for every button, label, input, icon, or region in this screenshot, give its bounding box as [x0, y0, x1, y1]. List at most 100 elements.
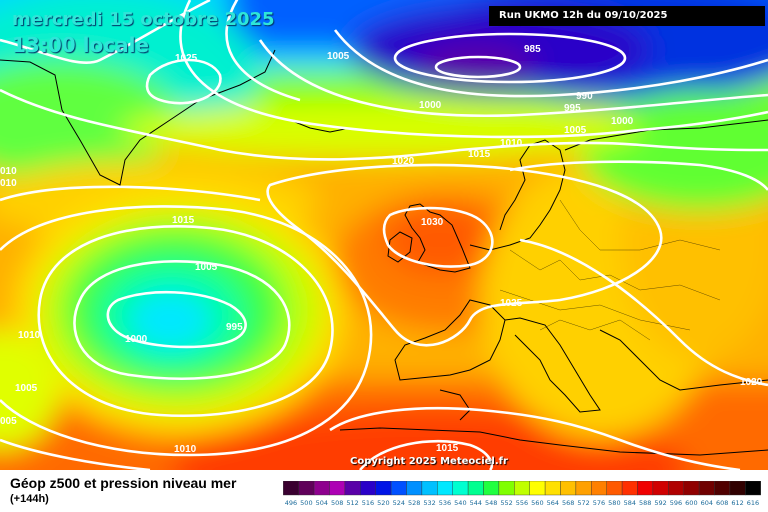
isobar-1025-europe: 1025 — [500, 298, 523, 309]
legend-swatch — [360, 481, 376, 496]
legend-tick-label: 588 — [639, 499, 651, 507]
legend-swatch — [298, 481, 315, 496]
legend-tick-label: 532 — [423, 499, 435, 507]
legend-tick-label: 576 — [593, 499, 605, 507]
legend-tick-label: 604 — [701, 499, 713, 507]
legend-tick-label: 612 — [731, 499, 743, 507]
legend-swatch — [421, 481, 438, 496]
isobar-1030-high: 1030 — [421, 217, 444, 228]
isobar-1010-west-b: 010 — [0, 178, 17, 189]
isobar-1005-atlantic: 1005 — [195, 262, 218, 273]
legend-swatch — [390, 481, 407, 496]
legend-tick-label: 592 — [654, 499, 666, 507]
isobar-1010-south: 1010 — [174, 444, 197, 455]
legend-swatch — [329, 481, 346, 496]
legend-swatch — [437, 481, 453, 496]
legend-tick-label: 496 — [285, 499, 297, 507]
model-run-label: Run UKMO 12h du 09/10/2025 — [489, 6, 765, 26]
isobar-1020-east: 1020 — [740, 377, 763, 388]
legend-tick-label: 548 — [485, 499, 497, 507]
weather-map: 1025 1005 985 990 995 1000 1000 1005 101… — [0, 0, 768, 470]
legend-swatch — [544, 481, 561, 496]
legend-tick-label: 536 — [439, 499, 451, 507]
legend-swatch — [637, 481, 654, 496]
isobar-1005-north: 1005 — [327, 51, 350, 62]
legend-swatch — [483, 481, 500, 496]
isobar-990: 990 — [576, 91, 593, 102]
isobar-1015-atlantic: 1015 — [172, 215, 195, 226]
legend-tick-label: 596 — [670, 499, 682, 507]
isobar-1005-west: 1005 — [15, 383, 38, 394]
legend-swatch — [745, 481, 761, 496]
legend-tick-label: 540 — [454, 499, 466, 507]
isobar-1015-north: 1015 — [468, 149, 491, 160]
isobar-1025-greenland: 1025 — [175, 53, 198, 64]
legend-swatch — [452, 481, 469, 496]
legend-tick-label: 564 — [547, 499, 559, 507]
isobar-1005-edge: 005 — [0, 416, 17, 427]
color-scale-legend: 496 500 504 508 512 516 520 524 528 532 536 540 544 5… — [283, 481, 761, 507]
isobars — [0, 0, 768, 470]
legend-tick-label: 556 — [516, 499, 528, 507]
isobar-995-north: 995 — [564, 103, 581, 114]
legend-swatch — [621, 481, 638, 496]
legend-swatch — [683, 481, 700, 496]
isobar-1020-north: 1020 — [392, 156, 415, 167]
legend-swatch — [529, 481, 546, 496]
isobar-1000-norway: 1000 — [611, 116, 634, 127]
legend-tick-label: 560 — [531, 499, 543, 507]
legend-tick-label: 544 — [470, 499, 482, 507]
legend-swatch — [668, 481, 684, 496]
legend-tick-label: 584 — [624, 499, 636, 507]
legend-swatch — [406, 481, 423, 496]
legend-tick-label: 520 — [377, 499, 389, 507]
map-canvas: 1025 1005 985 990 995 1000 1000 1005 101… — [0, 0, 768, 470]
map-product-title: Géop z500 et pression niveau mer — [10, 475, 237, 491]
forecast-date: mercredi 15 octobre 2025 — [12, 9, 275, 30]
legend-swatch — [313, 481, 330, 496]
legend-swatch — [652, 481, 669, 496]
legend-tick-label: 504 — [316, 499, 328, 507]
legend-swatch — [560, 481, 577, 496]
isobar-1015-south: 1015 — [436, 443, 459, 454]
legend-tick-label: 572 — [577, 499, 589, 507]
forecast-lead-time: (+144h) — [10, 493, 49, 505]
copyright-text: Copyright 2025 Meteociel.fr — [350, 456, 508, 467]
legend-swatch — [467, 481, 484, 496]
legend-swatch — [498, 481, 515, 496]
legend-tick-label: 524 — [393, 499, 405, 507]
legend-tick-label: 512 — [346, 499, 358, 507]
legend-tick-label: 528 — [408, 499, 420, 507]
legend-swatch — [606, 481, 623, 496]
legend-swatch — [698, 481, 715, 496]
legend-swatch — [283, 481, 299, 496]
isobar-1005-norway: 1005 — [564, 125, 587, 136]
legend-swatch — [514, 481, 530, 496]
legend-swatch — [729, 481, 746, 496]
legend-swatch — [344, 481, 361, 496]
legend-tick-label: 500 — [300, 499, 312, 507]
legend-tick-label: 616 — [747, 499, 759, 507]
legend-tick-label: 568 — [562, 499, 574, 507]
legend-tick-label: 580 — [608, 499, 620, 507]
borders — [499, 199, 721, 341]
coastlines — [0, 49, 768, 456]
isobar-1010-west: 1010 — [18, 330, 41, 341]
isobar-labels: 1025 1005 985 990 995 1000 1000 1005 101… — [0, 44, 763, 455]
isobar-985-low: 985 — [524, 44, 541, 55]
isobar-995-low: 995 — [226, 322, 243, 333]
map-footer: Géop z500 et pression niveau mer (+144h)… — [0, 470, 768, 512]
legend-swatch — [714, 481, 731, 496]
legend-tick-label: 608 — [716, 499, 728, 507]
legend-swatch — [375, 481, 392, 496]
isobar-1010-north: 1010 — [500, 138, 523, 149]
legend-tick-label: 516 — [362, 499, 374, 507]
legend-tick-label: 508 — [331, 499, 343, 507]
isobar-1010-west-a: 010 — [0, 166, 17, 177]
legend-swatch — [591, 481, 607, 496]
legend-tick-label: 552 — [500, 499, 512, 507]
legend-swatch — [575, 481, 592, 496]
isobar-1000-north: 1000 — [419, 100, 442, 111]
forecast-local-time: 13:00 locale — [12, 33, 149, 57]
legend-tick-label: 600 — [685, 499, 697, 507]
